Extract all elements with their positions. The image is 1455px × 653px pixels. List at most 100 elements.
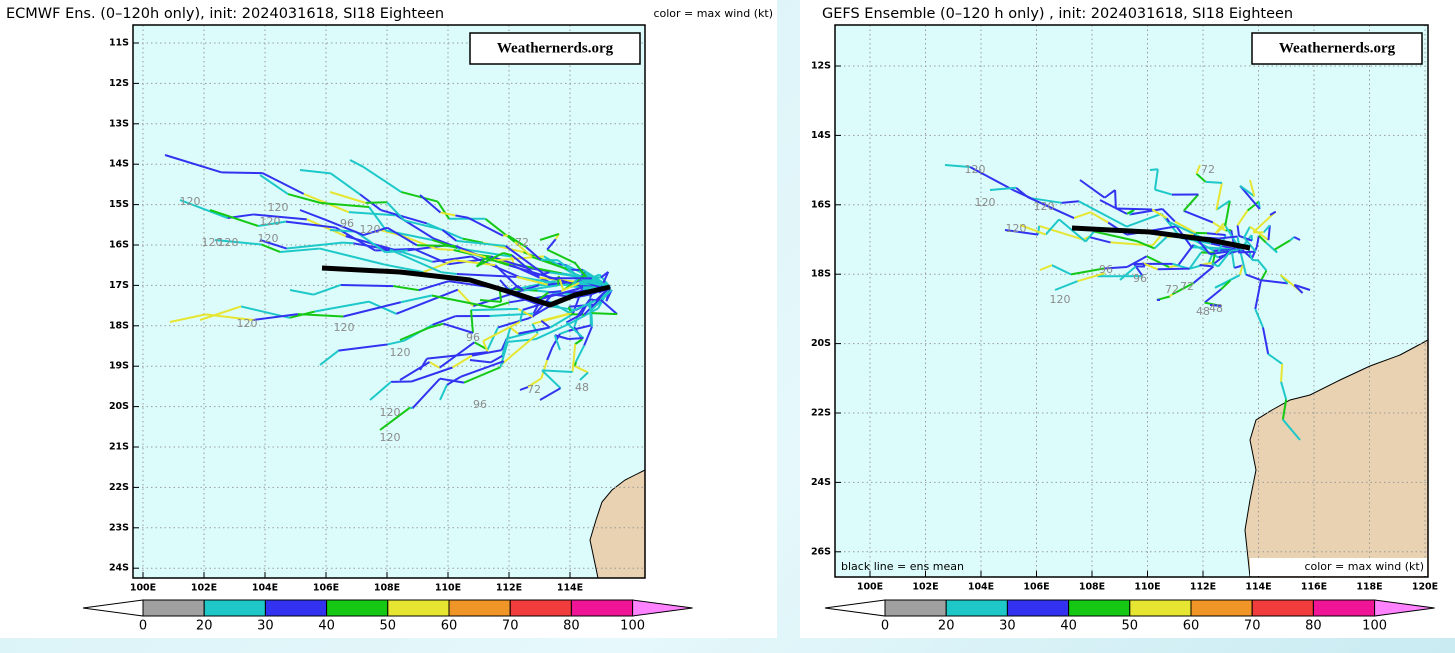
hour-label: 96 (1099, 263, 1113, 276)
track-segment (1161, 208, 1176, 223)
track-segment (1269, 210, 1277, 216)
track-segment (500, 332, 539, 366)
lat-label: 20S (109, 401, 129, 412)
track-segment (451, 354, 473, 369)
track-segment (1249, 179, 1256, 197)
track-segment (1282, 418, 1301, 441)
track-segment (1136, 240, 1155, 250)
track-segment (1168, 221, 1202, 239)
track-segment (1258, 234, 1267, 244)
map-background (133, 25, 645, 578)
track-segment (369, 381, 392, 401)
track-segment (519, 386, 529, 391)
track-segment (1239, 249, 1247, 275)
lat-label: 15S (109, 199, 129, 210)
track-segment (413, 247, 450, 266)
lat-label: 22S (811, 408, 831, 419)
hour-label: 120 (268, 201, 289, 214)
track-segment (453, 249, 473, 256)
track-segment (539, 387, 562, 401)
colorbar-label: 80 (563, 619, 580, 634)
colorbar-segment (1190, 599, 1253, 617)
track-segment (1236, 225, 1240, 236)
track-segment (600, 271, 609, 279)
hour-label: 96 (473, 398, 487, 411)
colorbar-label: 70 (1244, 619, 1261, 634)
track-segment (1044, 218, 1060, 236)
track-segment (1151, 233, 1163, 247)
colorbar-segment (326, 599, 389, 617)
track-segment (470, 249, 512, 258)
track-segment (379, 406, 411, 431)
track-segment (439, 384, 448, 401)
track-segment (387, 339, 405, 346)
hour-label: 48 (1209, 302, 1223, 315)
track-segment (1231, 252, 1236, 269)
track-segment (1174, 220, 1196, 234)
hour-label: 48 (575, 381, 589, 394)
track-segment (362, 165, 402, 193)
watermark-box (1251, 32, 1423, 65)
track-segment (199, 305, 242, 321)
track-segment (418, 280, 449, 292)
hour-label: 120 (260, 215, 281, 228)
track-segment (1037, 225, 1041, 235)
track-segment (1239, 185, 1261, 210)
track-segment (1267, 225, 1271, 241)
colorbar-label: 30 (257, 619, 274, 634)
track-segment (1099, 199, 1128, 215)
hour-label: 72 (1180, 280, 1194, 293)
track-segment (1247, 200, 1260, 212)
tracks (164, 154, 618, 431)
track-segment (600, 299, 618, 315)
track-segment (389, 248, 442, 274)
track-segment (432, 255, 472, 263)
track-segment (1199, 264, 1214, 268)
track-segment (1089, 211, 1109, 224)
track-segment (549, 271, 580, 278)
track-segment (1211, 245, 1237, 266)
track-segment (531, 293, 553, 318)
track-segment (573, 261, 587, 278)
track-segment (429, 361, 440, 369)
track-segment (1195, 172, 1207, 183)
hour-label: 96 (1133, 272, 1147, 285)
colorbar-over (1374, 599, 1435, 617)
track-segment (363, 226, 388, 236)
track-segment (1215, 199, 1231, 211)
track-segment (395, 288, 459, 315)
lat-label: 14S (811, 130, 831, 141)
track-segment (338, 343, 388, 352)
track-segment (1215, 224, 1226, 235)
lon-label: 100E (857, 582, 883, 593)
lat-label: 18S (109, 320, 129, 331)
track-segment (579, 371, 589, 381)
track-segment (540, 359, 549, 379)
track-segment (455, 214, 469, 219)
hour-label: 120 (237, 317, 258, 330)
track-segment (1119, 265, 1137, 281)
track-segment (509, 326, 519, 335)
track-segment (253, 213, 307, 221)
track-segment (532, 264, 551, 279)
colorbar-label: 50 (1122, 619, 1139, 634)
track-segment (517, 326, 550, 335)
track-segment (385, 249, 408, 254)
lon-label: 116E (1301, 582, 1327, 593)
lat-label: 21S (109, 442, 129, 453)
ensemble-mean (321, 265, 611, 308)
right-title: GEFS Ensemble (0–120 h only) , init: 202… (822, 6, 1293, 22)
track-segment (443, 322, 474, 334)
track-segment (209, 209, 259, 227)
track-segment (411, 366, 453, 383)
track-segment (944, 164, 971, 169)
track-segment (1019, 224, 1047, 236)
colorbar-segment (945, 599, 1008, 617)
track-segment (1255, 235, 1260, 248)
track-segment (1262, 224, 1271, 234)
lon-label: 110E (435, 583, 461, 594)
track-segment (502, 251, 513, 257)
track-segment (279, 247, 320, 253)
track-segment (289, 289, 314, 296)
track-segment (262, 172, 305, 195)
